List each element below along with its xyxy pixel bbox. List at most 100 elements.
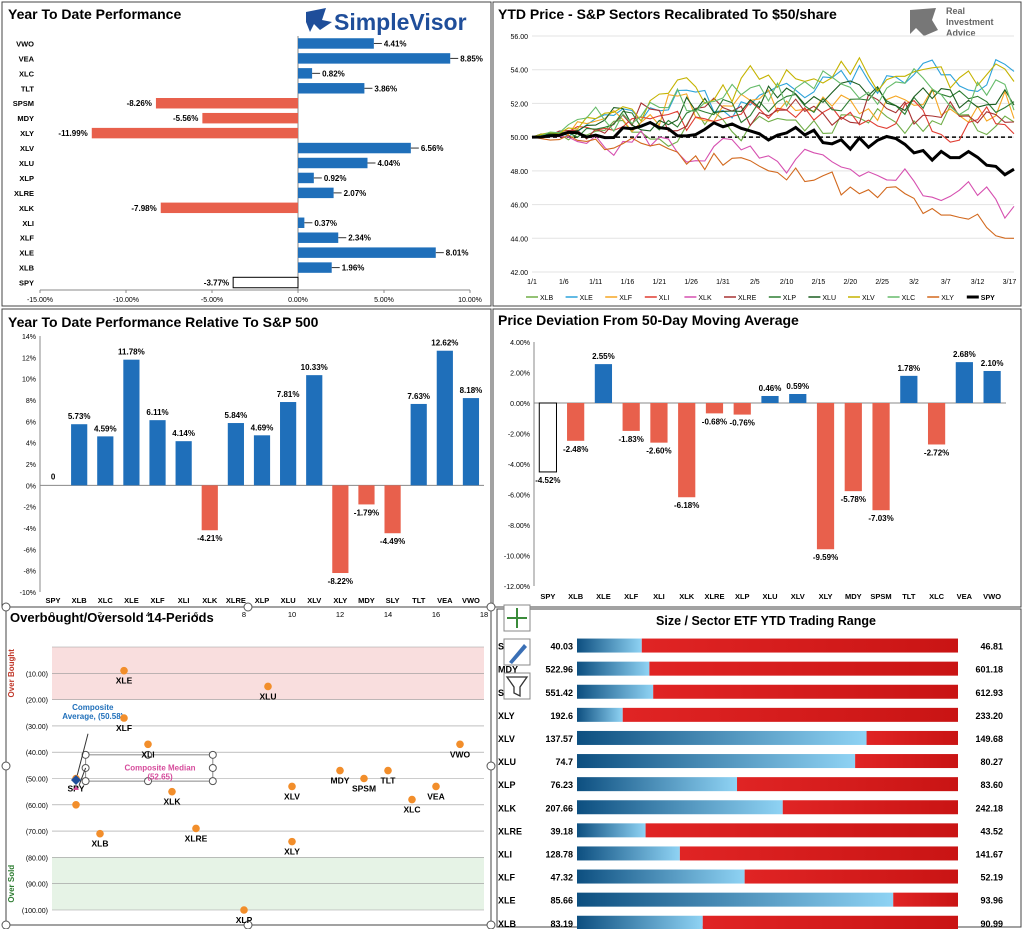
chart-title: Year To Date Performance bbox=[8, 6, 181, 22]
range-bar-high-xlre bbox=[645, 823, 958, 838]
range-bar-high-spsm bbox=[641, 638, 958, 653]
legend-label: XLY bbox=[941, 295, 954, 302]
x-tick-label: 2 bbox=[98, 610, 102, 619]
selection-handle[interactable] bbox=[486, 920, 496, 929]
x-tick-label: 18 bbox=[480, 610, 488, 619]
selection-handle[interactable] bbox=[1, 761, 11, 771]
series-line-spy bbox=[531, 120, 1015, 177]
range-bar-low-xly bbox=[577, 707, 623, 722]
data-label: 4.14% bbox=[172, 429, 195, 438]
chart-title: Year To Date Performance Relative To S&P… bbox=[8, 314, 319, 330]
oversold-label: Over Sold bbox=[7, 865, 16, 903]
bar-xly bbox=[816, 403, 835, 550]
chart-title: Overbought/Oversold 14-Periods bbox=[10, 610, 214, 625]
bar-xli bbox=[175, 441, 192, 486]
point-label: XLE bbox=[116, 676, 133, 686]
bar-xlv bbox=[306, 375, 323, 486]
range-bar-high-spy bbox=[653, 684, 958, 699]
category-label: XLB bbox=[568, 592, 584, 601]
y-tick-label: -12.00% bbox=[504, 584, 530, 591]
range-bar-low-xlp bbox=[577, 777, 738, 792]
data-label: 8.85% bbox=[460, 54, 483, 63]
x-tick-label: 1/31 bbox=[716, 279, 730, 286]
selection-handle[interactable] bbox=[243, 920, 253, 929]
category-label: XLK bbox=[679, 592, 695, 601]
row-label: XLP bbox=[498, 780, 516, 790]
category-label: XLY bbox=[20, 129, 34, 138]
category-label: XLI bbox=[178, 596, 190, 605]
legend-label: XLV bbox=[862, 295, 875, 302]
range-bar-high-xly bbox=[622, 707, 958, 722]
chart-trading-range: Size / Sector ETF YTD Trading RangeSPSM4… bbox=[498, 604, 1003, 929]
selection-handle[interactable] bbox=[243, 602, 253, 612]
category-label: XLP bbox=[19, 174, 34, 183]
x-tick-label: 3/7 bbox=[941, 279, 951, 286]
selection-handle[interactable] bbox=[486, 602, 496, 612]
box-handle bbox=[144, 777, 152, 786]
point-label: XLU bbox=[260, 691, 277, 701]
point-label: VEA bbox=[427, 791, 444, 801]
point-xlp bbox=[240, 906, 248, 914]
x-tick-label: 5.00% bbox=[374, 297, 394, 304]
x-tick-label: -5.00% bbox=[201, 297, 223, 304]
series-line-xly bbox=[531, 134, 1015, 239]
data-label: -2.48% bbox=[563, 445, 588, 454]
y-tick-label: 0.00% bbox=[510, 401, 530, 408]
category-label: VEA bbox=[957, 592, 973, 601]
bar-xlp bbox=[253, 435, 271, 486]
point-label: SPSM bbox=[352, 784, 376, 794]
ria-text-3: Advice bbox=[946, 28, 976, 38]
bar-xlb bbox=[71, 424, 88, 486]
category-label: MDY bbox=[358, 596, 375, 605]
box-handle bbox=[208, 777, 217, 786]
range-bar-low-xlb bbox=[577, 915, 703, 929]
series-line-xle bbox=[531, 58, 1015, 138]
selection-handle[interactable] bbox=[1, 920, 11, 929]
selection-handle[interactable] bbox=[486, 761, 496, 771]
x-tick-label: 4 bbox=[146, 610, 150, 619]
x-tick-label: 3/12 bbox=[971, 279, 985, 286]
data-label: 0.82% bbox=[322, 69, 345, 78]
low-value: 47.32 bbox=[550, 873, 573, 883]
point-xlv bbox=[288, 782, 296, 791]
data-label: 2.10% bbox=[981, 359, 1004, 368]
legend-label: XLF bbox=[619, 295, 632, 302]
composite-median-label: (52.65) bbox=[147, 773, 173, 782]
y-tick-label: 56.00 bbox=[510, 34, 528, 41]
ria-text-2: Investment bbox=[946, 17, 994, 27]
category-label: XLV bbox=[20, 144, 34, 153]
low-value: 76.23 bbox=[550, 780, 573, 790]
data-label: 0 bbox=[51, 472, 56, 481]
bar-mdy bbox=[844, 403, 862, 492]
bar-xle bbox=[298, 247, 436, 258]
chart-title: Price Deviation From 50-Day Moving Avera… bbox=[498, 312, 799, 328]
selection-handle[interactable] bbox=[1, 602, 11, 612]
category-label: XLF bbox=[150, 596, 165, 605]
row-label: XLU bbox=[498, 757, 516, 767]
range-bar-high-xlv bbox=[866, 730, 958, 745]
y-tick-label: 6% bbox=[26, 419, 36, 426]
row-label: XLE bbox=[498, 896, 516, 906]
bar-vea bbox=[436, 350, 453, 486]
category-label: XLV bbox=[791, 592, 805, 601]
category-label: XLC bbox=[929, 592, 945, 601]
x-tick-label: 1/6 bbox=[559, 279, 569, 286]
category-label: XLB bbox=[72, 596, 88, 605]
bar-xle bbox=[594, 364, 613, 403]
category-label: XLF bbox=[20, 234, 35, 243]
x-tick-label: 1/1 bbox=[527, 279, 537, 286]
brush-icon[interactable] bbox=[503, 638, 531, 666]
bar-xly bbox=[91, 127, 298, 139]
bar-xlf bbox=[149, 420, 166, 486]
row-label: XLK bbox=[498, 803, 517, 813]
bar-vea bbox=[955, 362, 973, 403]
y-tick-label: 8% bbox=[26, 398, 36, 405]
point-spsm bbox=[360, 774, 368, 783]
ria-logo: Real Investment Advice bbox=[910, 6, 994, 38]
y-tick-label: -6% bbox=[24, 547, 36, 554]
y-tick-label: -8% bbox=[24, 569, 36, 576]
row-label: MDY bbox=[498, 665, 518, 675]
bar-xlc bbox=[927, 403, 946, 445]
high-value: 242.18 bbox=[975, 803, 1003, 813]
